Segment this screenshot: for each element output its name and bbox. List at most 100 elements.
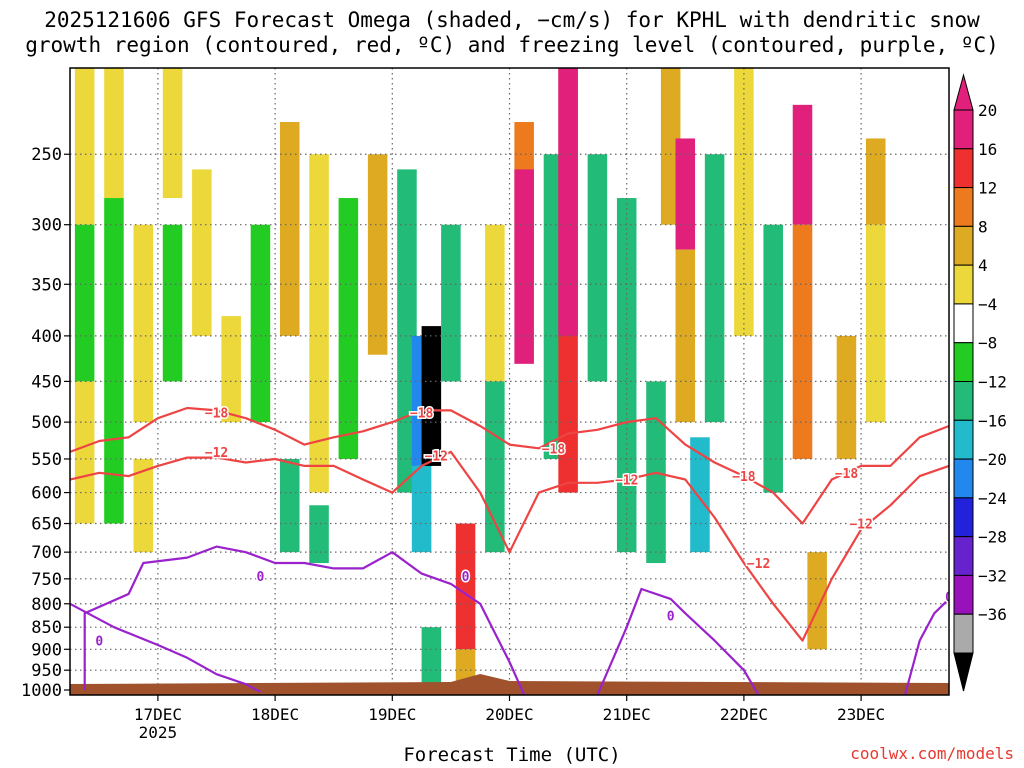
y-tick-label: 850	[31, 618, 62, 638]
colorbar-top-extend	[953, 73, 974, 111]
omega-cell	[279, 122, 300, 336]
omega-cell	[74, 224, 95, 382]
y-tick-label: 950	[31, 661, 62, 681]
chart-title-line-2: growth region (contoured, red, ºC) and f…	[25, 33, 999, 57]
y-tick-label: 800	[31, 595, 62, 615]
colorbar-bin	[953, 497, 974, 538]
colorbar-label: 4	[978, 256, 988, 275]
x-tick-label: 19DEC	[368, 705, 416, 724]
omega-cell	[192, 169, 212, 336]
omega-cell	[514, 169, 534, 364]
x-year-label: 2025	[139, 723, 178, 742]
colorbar-label: −12	[978, 373, 1007, 392]
y-tick-label: 400	[31, 327, 62, 347]
colorbar-bin	[953, 419, 974, 460]
omega-cell	[421, 627, 442, 691]
omega-cell	[411, 465, 432, 553]
freezing-contour-label: 0	[462, 570, 470, 585]
colorbar-bin	[953, 613, 974, 654]
y-tick-label: 500	[31, 413, 62, 433]
omega-cell	[162, 224, 183, 382]
colorbar-label: 8	[978, 217, 988, 236]
colorbar-label: 16	[978, 140, 997, 159]
omega-cell	[558, 68, 578, 336]
omega-cell	[865, 224, 886, 423]
freezing-contour-label: 0	[95, 635, 103, 650]
omega-cell	[792, 104, 813, 225]
colorbar-label: 20	[978, 101, 997, 120]
dgz-contour-label: −18	[542, 442, 566, 457]
y-tick-label: 450	[31, 372, 62, 392]
terrain-surface	[70, 674, 949, 695]
dgz-contour-label: −12	[615, 473, 638, 488]
y-tick-label: 250	[31, 145, 62, 165]
omega-cell	[616, 198, 637, 553]
colorbar-bin	[953, 303, 974, 344]
omega-cell	[763, 224, 783, 493]
y-tick-label: 600	[31, 484, 62, 504]
omega-cell	[309, 154, 329, 493]
omega-cell	[485, 224, 505, 382]
omega-cell	[397, 169, 417, 493]
freezing-contour-label: 0	[945, 590, 953, 605]
omega-cell	[421, 326, 442, 466]
colorbar-label: −36	[978, 605, 1007, 624]
omega-cell	[104, 68, 124, 199]
dgz-contour-label: −12	[425, 449, 448, 464]
colorbar-label: −32	[978, 566, 1007, 585]
x-axis-label: Forecast Time (UTC)	[403, 744, 621, 766]
dgz-contour-label: −18	[835, 467, 859, 482]
credit-link[interactable]: coolwx.com/models	[850, 744, 1014, 763]
dgz-contour-label: −12	[849, 518, 872, 533]
colorbar-label: −16	[978, 411, 1007, 430]
omega-cell	[104, 198, 124, 524]
omega-cell	[74, 381, 95, 524]
y-tick-label: 750	[31, 570, 62, 590]
y-tick-label: 550	[31, 450, 62, 470]
colorbar-bottom-extend	[953, 652, 974, 692]
colorbar-bin	[953, 574, 974, 615]
freezing-contour-label: 0	[257, 570, 265, 585]
plot-area: −18 −12 −18 −12 −18 −12 −18 −12 −18 −12 0 0 0 0 0	[70, 68, 953, 695]
omega-cell	[162, 68, 183, 199]
colorbar-bin	[953, 342, 974, 383]
colorbar-bin	[953, 225, 974, 266]
omega-cell	[807, 552, 827, 650]
freezing-contour-label: 0	[667, 610, 675, 625]
omega-cell	[250, 224, 271, 423]
x-tick-label: 23DEC	[837, 705, 885, 724]
omega-cell	[704, 154, 725, 423]
x-tick-label: 20DEC	[485, 705, 533, 724]
chart-title-line-1: 2025121606 GFS Forecast Omega (shaded, −…	[44, 8, 980, 32]
omega-cell	[792, 224, 813, 459]
colorbar-label: −28	[978, 528, 1007, 547]
dgz-contour-label: −12	[205, 446, 228, 461]
omega-cell	[309, 505, 329, 564]
freezing-level-contour	[83, 545, 526, 695]
colorbar: 20 16 12 8 4 −4 −8 −12 −16 −20 −24 −28 −32 −36	[953, 73, 1007, 692]
colorbar-bin	[953, 381, 974, 421]
omega-cell	[587, 154, 608, 382]
omega-cell	[675, 138, 696, 250]
omega-cell	[836, 335, 857, 459]
colorbar-label: 12	[978, 179, 997, 198]
colorbar-label: −4	[978, 295, 997, 314]
y-tick-label: 350	[31, 275, 62, 295]
colorbar-label: −8	[978, 334, 997, 353]
colorbar-bin	[953, 187, 974, 227]
omega-cell	[133, 224, 154, 423]
x-tick-label: 21DEC	[603, 705, 651, 724]
freezing-level-contour	[70, 602, 262, 693]
dgz-contour-label: −18	[410, 407, 434, 422]
y-tick-label: 700	[31, 543, 62, 563]
x-tick-label: 22DEC	[720, 705, 768, 724]
omega-cell	[367, 154, 388, 355]
freezing-level-contour	[903, 598, 949, 695]
colorbar-bin	[953, 264, 974, 305]
omega-cell	[74, 68, 95, 225]
colorbar-bin	[953, 109, 974, 150]
omega-cell	[133, 458, 154, 553]
colorbar-label: −20	[978, 450, 1007, 469]
y-tick-label: 1000	[21, 681, 62, 701]
